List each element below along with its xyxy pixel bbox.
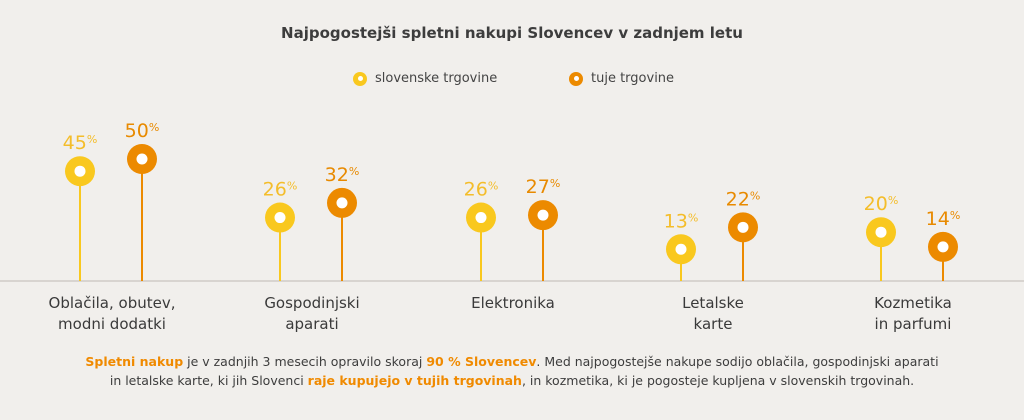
category-label: Kozmetika in parfumi <box>874 294 952 333</box>
legend-item-foreign: tuje trgovine <box>569 71 674 86</box>
value-label: 32% <box>325 164 360 186</box>
lollipop-head-center <box>274 212 286 224</box>
legend-label-foreign: tuje trgovine <box>591 71 675 86</box>
legend-marker-foreign <box>569 71 583 86</box>
value-label: 45% <box>63 132 98 154</box>
category-label: Letalske karte <box>682 294 744 333</box>
legend-item-domestic: slovenske trgovine <box>353 71 497 86</box>
value-label: 26% <box>263 179 298 201</box>
value-label: 14% <box>926 208 961 230</box>
value-label: 22% <box>726 188 761 210</box>
lollipop-head-center <box>475 212 487 224</box>
value-label: 20% <box>864 193 899 215</box>
lollipop-head-center <box>537 209 549 221</box>
lollipop-head-center <box>136 153 148 165</box>
footer-highlight-text: Spletni nakup <box>85 354 184 369</box>
lollipop-head-center <box>336 197 348 209</box>
legend-label-domestic: slovenske trgovine <box>375 71 498 86</box>
value-label: 13% <box>664 210 699 232</box>
legend-marker-domestic <box>353 71 367 86</box>
lollipop-chart: 45% 26% 26% 13% 20% 50% 32% 27% 22% 14% Oblačila, … <box>0 120 1024 333</box>
footer-note: Spletni nakup je v zadnjih 3 mesecih opr… <box>0 352 1024 390</box>
lollipop-head-center <box>74 165 86 177</box>
footer-highlight-text: raje kupujejo v tujih trgovinah <box>307 373 522 388</box>
footer-text: in letalske karte, ki jih Slovenci <box>109 373 308 388</box>
category-label: Oblačila, obutev, modni dodatki <box>49 294 176 333</box>
legend: slovenske trgovine tuje trgovine <box>0 71 1024 89</box>
lollipop-head-center <box>875 226 887 238</box>
footer-highlight-text: 90 % Slovencev <box>426 354 537 369</box>
footer-text: , in kozmetika, ki je pogosteje kupljena… <box>521 373 915 388</box>
lollipop-head-center <box>675 243 687 255</box>
lollipop-head-center <box>937 241 949 253</box>
chart-title: Najpogostejši spletni nakupi Slovencev v… <box>281 24 743 42</box>
value-label: 27% <box>526 176 561 198</box>
lollipop-head-center <box>737 221 749 233</box>
category-label: Gospodinjski aparati <box>264 294 359 333</box>
footer-text: . Med najpogostejše nakupe sodijo oblači… <box>536 354 939 369</box>
value-label: 26% <box>464 179 499 201</box>
category-label: Elektronika <box>471 294 555 312</box>
footer-text: je v zadnjih 3 mesecih opravilo skoraj <box>183 354 427 369</box>
value-label: 50% <box>125 120 160 142</box>
